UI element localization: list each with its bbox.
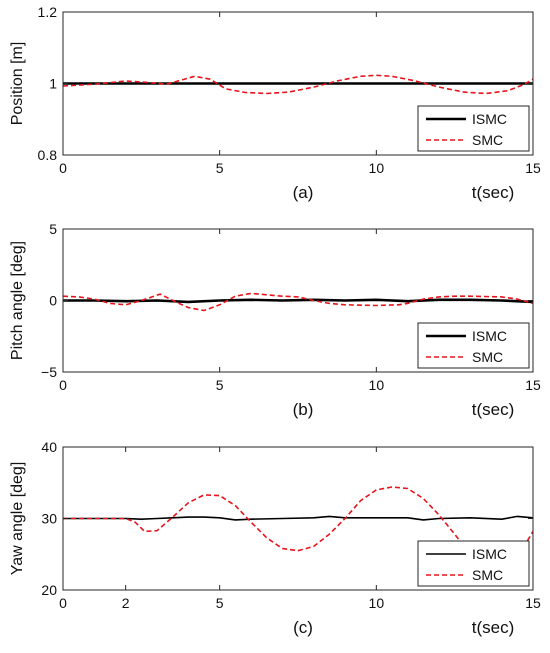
x-tick-label: 15 (525, 377, 541, 393)
y-tick-label: 1.2 (38, 4, 58, 20)
legend-label-smc: SMC (472, 132, 503, 148)
chart-panel-1: 0 5 10 15 0.8 1 1.2 Position [m] (a) t(sec) ISMC SM… (9, 4, 541, 202)
legend-box (417, 540, 530, 587)
y-tick-label: 1 (49, 76, 57, 92)
series-line-smc (63, 292, 533, 312)
legend-label-ismc: ISMC (472, 546, 507, 562)
y-tick-label: 40 (41, 439, 57, 455)
x-axis-label: t(sec) (472, 618, 515, 637)
x-tick-label: 15 (525, 160, 541, 176)
legend-label-smc: SMC (472, 349, 503, 365)
legend-label-smc: SMC (472, 567, 503, 583)
x-tick-label: 5 (216, 160, 224, 176)
panel-label: (b) (293, 400, 314, 419)
legend: ISMC SMC (417, 540, 530, 587)
y-axis-label: Yaw angle [deg] (9, 462, 26, 576)
x-tick-label: 5 (216, 595, 224, 611)
x-tick-label: 10 (369, 377, 385, 393)
series-line-smc (63, 74, 533, 95)
y-tick-label: −5 (41, 364, 57, 380)
y-axis-label: Pitch angle [deg] (9, 241, 26, 360)
x-tick-label: 0 (59, 160, 67, 176)
y-tick-label: 30 (41, 511, 57, 527)
series-line-ismc (63, 515, 533, 521)
legend-label-ismc: ISMC (472, 328, 507, 344)
x-axis-label: t(sec) (472, 400, 515, 419)
x-tick-label: 2 (122, 595, 130, 611)
legend-label-ismc: ISMC (472, 111, 507, 127)
legend: ISMC SMC (417, 105, 530, 152)
chart-panel-3: 0 2 5 10 15 20 30 40 Yaw angle [deg] (c) t(sec) ISM… (9, 439, 541, 637)
y-tick-label: 0.8 (38, 147, 58, 163)
legend: ISMC SMC (417, 322, 530, 369)
legend-box (417, 322, 530, 369)
panel-label: (c) (293, 618, 313, 637)
series-line-smc (63, 486, 533, 574)
y-tick-label: 5 (49, 221, 57, 237)
legend-box (417, 105, 530, 152)
x-tick-label: 5 (216, 377, 224, 393)
x-tick-label: 0 (59, 377, 67, 393)
series-line-ismc (63, 298, 533, 304)
x-tick-label: 15 (525, 595, 541, 611)
x-tick-label: 10 (369, 595, 385, 611)
y-tick-label: 20 (41, 582, 57, 598)
x-tick-label: 0 (59, 595, 67, 611)
x-axis-label: t(sec) (472, 183, 515, 202)
panel-label: (a) (293, 183, 314, 202)
y-axis-label: Position [m] (9, 42, 26, 126)
x-tick-label: 10 (369, 160, 385, 176)
y-tick-label: 0 (49, 293, 57, 309)
